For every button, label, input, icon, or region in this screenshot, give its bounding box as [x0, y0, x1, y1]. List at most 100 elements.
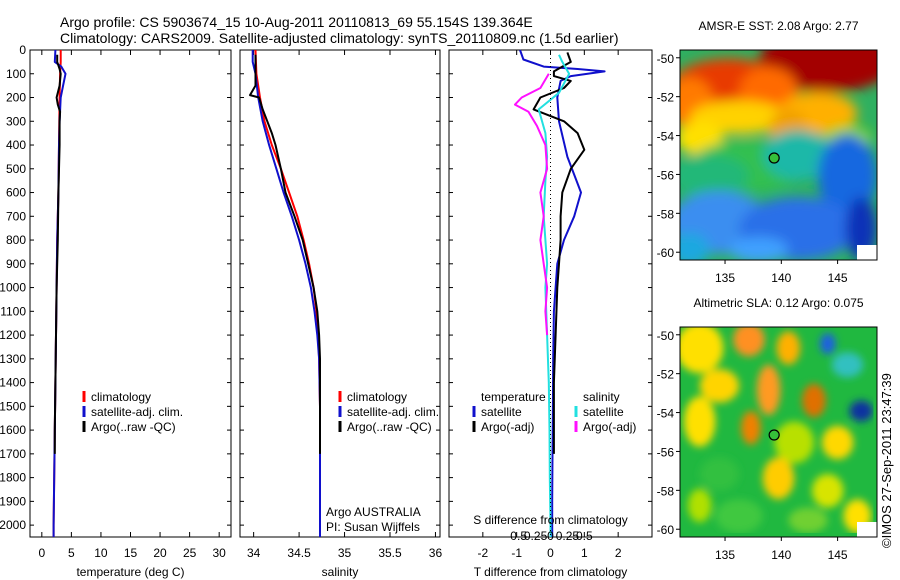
temperature-xtick-label: 0 — [38, 546, 45, 560]
sla-map-patch — [849, 400, 874, 422]
salinity-diff-axis-label: S difference from climatology — [473, 513, 628, 527]
sla-map-patch — [776, 331, 801, 365]
depth-tick-label: 1600 — [0, 423, 26, 437]
temperature-series-group — [52, 49, 67, 537]
salinity-xaxis-label: salinity — [322, 565, 359, 579]
sla-map-ytick-label: -56 — [657, 445, 675, 459]
sla-map-patch — [680, 327, 724, 374]
sst-map-xtick-label: 140 — [771, 271, 791, 285]
depth-tick-label: 200 — [6, 91, 26, 105]
sla-map-patch — [774, 421, 814, 464]
difference-legend-temperature-title: temperature — [481, 390, 546, 404]
sst-map-ytick-label: -50 — [657, 52, 675, 66]
sla-map-patch — [762, 457, 795, 500]
depth-tick-label: 1700 — [0, 447, 26, 461]
depth-tick-label: 100 — [6, 67, 26, 81]
sla-map-xtick-label: 145 — [828, 548, 848, 562]
salinity-xtick-label: 35 — [338, 546, 352, 560]
depth-tick-label: 800 — [6, 233, 26, 247]
temperature-xtick-label: 15 — [124, 546, 138, 560]
sla-map-patch — [699, 369, 740, 403]
difference-xtick-label: 1 — [581, 546, 588, 560]
difference-legend-sal-satellite-label: satellite — [583, 405, 624, 419]
sla-map-patch — [687, 488, 712, 523]
sst-map-ytick-label: -56 — [657, 168, 675, 182]
sla-map-frame — [679, 326, 878, 538]
sst-map-field — [680, 50, 877, 260]
sla-map-patch — [699, 457, 740, 491]
salinity-legend-item-3-label: Argo(..raw -QC) — [347, 420, 432, 434]
sst-map-blobs — [680, 50, 877, 260]
temperature-xtick-label: 20 — [153, 546, 167, 560]
depth-tick-label: 1900 — [0, 494, 26, 508]
sla-map-patch — [756, 364, 781, 416]
sla-map-xtick-label: 140 — [771, 548, 791, 562]
salinity-diff-tick-label: -0.25 — [520, 529, 548, 543]
sst-map-patch — [845, 197, 877, 260]
figure-title-line-1: Argo profile: CS 5903674_15 10-Aug-2011 … — [60, 14, 533, 30]
salinity-line-satellite-adj-clim- — [251, 50, 321, 537]
sst-map-frame — [679, 49, 878, 261]
figure-title-line-2: Climatology: CARS2009. Satellite-adjuste… — [60, 30, 619, 46]
depth-tick-label: 1100 — [0, 304, 26, 318]
sst-map-patch — [817, 134, 877, 218]
float-owner-annotation-line-1: Argo AUSTRALIA — [326, 505, 421, 519]
salinity-diff-tick-label: -0.5 — [506, 529, 527, 543]
salinity-xtick-label: 35.5 — [378, 546, 402, 560]
sla-map-patch — [715, 499, 763, 533]
depth-tick-label: 500 — [6, 162, 26, 176]
difference-xtick-label: 2 — [615, 546, 622, 560]
temperature-xaxis-label: temperature (deg C) — [76, 565, 184, 579]
depth-tick-label: 0 — [19, 43, 26, 57]
difference-legend-sal-argo-label: Argo(-adj) — [583, 420, 636, 434]
sst-argo-position-marker — [768, 152, 780, 164]
salinity-diff-tick-label: 0.25 — [556, 529, 580, 543]
temperature-legend-item-1-label: climatology — [91, 390, 151, 404]
depth-tick-label: 700 — [6, 209, 26, 223]
sst-map-ytick-label: -58 — [657, 207, 675, 221]
imos-credit-text: ©IMOS 27-Sep-2011 23:47:39 — [879, 373, 894, 548]
salinity-line-climatology — [254, 49, 321, 537]
sla-map-title: Altimetric SLA: 0.12 Argo: 0.075 — [693, 296, 863, 310]
difference-line-temperature-satellite — [519, 49, 606, 537]
salinity-xtick-label: 36 — [429, 546, 443, 560]
depth-tick-label: 1300 — [0, 352, 26, 366]
depth-tick-label: 900 — [6, 257, 26, 271]
depth-tick-label: 1400 — [0, 376, 26, 390]
sst-map-ytick-label: -54 — [657, 130, 675, 144]
sla-map-patch — [831, 352, 864, 378]
sst-map-title: AMSR-E SST: 2.08 Argo: 2.77 — [698, 19, 858, 33]
sst-map-xtick-label: 145 — [828, 271, 848, 285]
depth-tick-label: 1500 — [0, 399, 26, 413]
sst-map-missing-data — [857, 245, 877, 260]
sst-map-patch — [762, 129, 834, 181]
sla-map-ytick-label: -60 — [657, 523, 675, 537]
difference-xtick-label: -1 — [511, 546, 522, 560]
temperature-xtick-label: 25 — [183, 546, 197, 560]
sla-argo-position-marker — [768, 429, 780, 441]
salinity-series-group — [249, 49, 321, 537]
difference-line-salinity-argo-adj- — [514, 73, 550, 336]
temperature-xtick-label: 10 — [94, 546, 108, 560]
salinity-legend-item-1-label: climatology — [347, 390, 407, 404]
sst-map-patch — [729, 236, 789, 260]
sla-map-patch — [819, 333, 836, 355]
salinity-line-argo-raw-qc- — [249, 54, 321, 454]
difference-xtick-label: 0 — [547, 546, 554, 560]
depth-tick-label: 1200 — [0, 328, 26, 342]
sla-map-blobs — [680, 327, 874, 533]
temperature-line-argo-raw-qc- — [53, 54, 62, 454]
salinity-xtick-label: 34 — [247, 546, 261, 560]
depth-tick-label: 2000 — [0, 518, 26, 532]
salinity-axes-frame — [239, 49, 441, 538]
float-owner-annotation-line-2: PI: Susan Wijffels — [326, 520, 420, 534]
sla-map-patch — [683, 396, 716, 447]
temperature-legend-item-2-label: satellite-adj. clim. — [91, 405, 183, 419]
depth-tick-label: 1800 — [0, 471, 26, 485]
sla-map-patch — [733, 327, 765, 357]
difference-xtick-label: -2 — [477, 546, 488, 560]
sst-map-patch — [680, 232, 710, 260]
sla-map-ytick-label: -58 — [657, 484, 675, 498]
difference-legend-temp-argo-label: Argo(-adj) — [481, 420, 534, 434]
